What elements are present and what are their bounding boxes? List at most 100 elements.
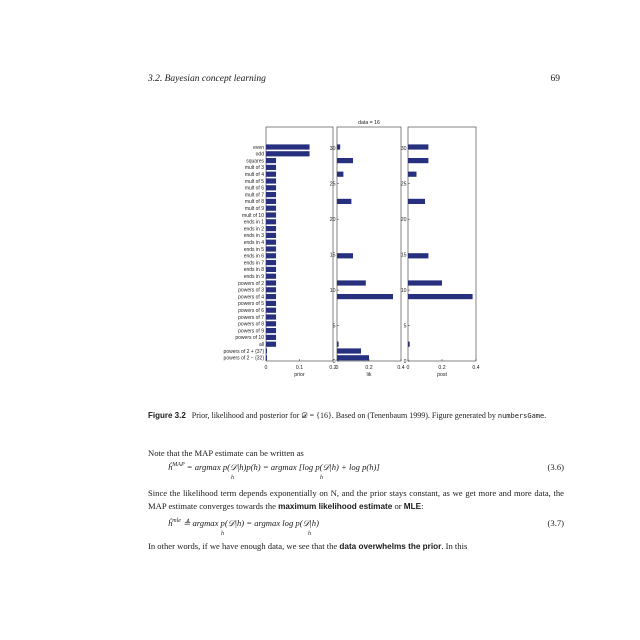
bar-prior-19 (266, 273, 277, 279)
hypothesis-label: ends in 3 (244, 233, 265, 239)
bar-lik-16 (337, 253, 353, 259)
bar-prior-3 (266, 164, 277, 170)
bar-prior-14 (266, 239, 277, 245)
hypothesis-label: powers of 10 (235, 335, 264, 341)
ytick-label-lik: 5 (333, 323, 336, 329)
p2-text-a: Since the likelihood term depends expone… (148, 488, 564, 511)
eq2-sub1: h (221, 531, 224, 537)
xtick-label-prior: 0.1 (296, 365, 303, 371)
figure-caption: Figure 3.2 Prior, likelihood and posteri… (148, 410, 564, 422)
p2-text-c: : (421, 500, 424, 511)
bar-prior-11 (266, 219, 277, 225)
ytick-label-post: 10 (401, 288, 407, 294)
eq1-sub2: h (320, 475, 323, 481)
xtick-label-post: 0.2 (438, 365, 445, 371)
hypothesis-label: powers of 3 (238, 288, 264, 294)
paragraph-2: Since the likelihood term depends expone… (148, 487, 564, 513)
ytick-label-post: 0 (404, 359, 407, 365)
bar-post-0 (408, 144, 429, 150)
p3-text-a: In other words, if we have enough data, … (148, 541, 340, 551)
eq1-rhs: = argmax p(𝒟|h)p(h) = argmax [log p(𝒟|h)… (186, 462, 380, 472)
bar-prior-25 (266, 314, 277, 320)
bar-prior-27 (266, 328, 277, 334)
hypothesis-label: powers of 5 (238, 301, 264, 307)
hypothesis-label: powers of 9 (238, 328, 264, 334)
bar-post-20 (408, 280, 442, 286)
bar-post-2 (408, 158, 429, 164)
hypothesis-label: powers of 8 (238, 322, 264, 328)
hypothesis-label: powers of 2 − {32} (224, 356, 265, 362)
bar-prior-0 (266, 144, 310, 150)
bar-prior-2 (266, 158, 277, 164)
p2-text-b: or (392, 500, 404, 511)
paragraph-1: Note that the MAP estimate can be writte… (148, 448, 304, 458)
bar-prior-9 (266, 205, 277, 211)
ytick-label-post: 20 (401, 217, 407, 223)
bar-prior-13 (266, 232, 277, 238)
xaxis-label-post: post (437, 372, 447, 378)
bar-prior-16 (266, 253, 277, 259)
hypothesis-label: mult of 6 (245, 186, 264, 192)
bar-prior-7 (266, 192, 277, 198)
equation-3-7: ĥmle ≜ argmax p(𝒟|h) = argmax log p(𝒟|h) (168, 518, 319, 529)
ytick-label-lik: 30 (330, 146, 336, 152)
ytick-label-lik: 20 (330, 217, 336, 223)
hypothesis-label: powers of 2 + {37} (224, 349, 265, 355)
hypothesis-label: ends in 5 (244, 247, 265, 253)
bar-prior-5 (266, 178, 277, 184)
xaxis-label-lik: lik (367, 372, 372, 378)
hypothesis-label: mult of 8 (245, 199, 264, 205)
hypothesis-label: powers of 6 (238, 308, 264, 314)
caption-code: numbersGame (497, 412, 545, 420)
xtick-label-lik: 0.2 (365, 365, 372, 371)
bar-prior-17 (266, 260, 277, 266)
xtick-label-post: 0.4 (472, 365, 479, 371)
caption-text: Prior, likelihood and posterior for 𝒟 = … (191, 411, 498, 420)
ytick-label-post: 30 (401, 146, 407, 152)
bar-prior-12 (266, 226, 277, 232)
bar-post-29 (408, 341, 410, 347)
paragraph-3: In other words, if we have enough data, … (148, 540, 564, 554)
hypothesis-label: ends in 8 (244, 267, 265, 273)
bar-prior-21 (266, 287, 277, 293)
running-head: 3.2. Bayesian concept learning (148, 74, 266, 84)
bar-lik-0 (337, 144, 341, 150)
bar-prior-26 (266, 321, 277, 327)
hypothesis-label: squares (246, 158, 264, 164)
bar-lik-30 (337, 348, 361, 354)
bar-prior-6 (266, 185, 277, 191)
p2-bold-mle: MLE (403, 501, 422, 511)
ytick-label-post: 15 (401, 252, 407, 258)
ytick-label-post: 5 (404, 323, 407, 329)
hypothesis-label: ends in 2 (244, 226, 265, 232)
eq1-sup: MAP (172, 462, 185, 469)
bar-prior-15 (266, 246, 277, 252)
ytick-label-lik: 0 (333, 359, 336, 365)
bar-prior-18 (266, 266, 277, 272)
bar-prior-4 (266, 171, 277, 177)
bar-prior-31 (266, 355, 268, 361)
bar-prior-28 (266, 334, 277, 340)
bar-lik-31 (337, 355, 369, 361)
bar-prior-10 (266, 212, 277, 218)
ytick-label-post: 25 (401, 182, 407, 188)
xtick-label-lik: 0.4 (397, 365, 404, 371)
hypothesis-label: ends in 6 (244, 254, 265, 260)
bar-prior-1 (266, 151, 310, 157)
eq2-number: (3.7) (547, 518, 564, 528)
hypothesis-label: mult of 9 (245, 206, 264, 212)
hypothesis-label: even (253, 145, 264, 151)
hypothesis-label: powers of 4 (238, 294, 264, 300)
equation-3-6: ĥMAP = argmax p(𝒟|h)p(h) = argmax [log p… (168, 462, 380, 473)
bar-lik-29 (337, 341, 339, 347)
hypothesis-label: mult of 3 (245, 165, 264, 171)
page-number: 69 (550, 74, 561, 84)
xtick-label-post: 0 (407, 365, 410, 371)
bar-prior-29 (266, 341, 277, 347)
eq2-lhs: ĥ (168, 518, 173, 528)
hypothesis-label: mult of 7 (245, 192, 264, 198)
caption-end: . (544, 411, 547, 420)
p2-bold-mle-term: maximum likelihood estimate (278, 501, 393, 511)
hypothesis-label: ends in 9 (244, 274, 265, 280)
eq1-lhs: ĥ (168, 462, 173, 472)
